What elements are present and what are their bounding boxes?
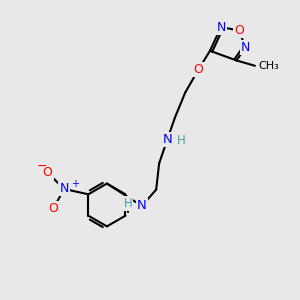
Text: +: +: [70, 178, 79, 189]
Text: CH₃: CH₃: [259, 61, 280, 71]
Text: N: N: [241, 41, 250, 54]
Text: O: O: [49, 202, 58, 215]
Text: H: H: [177, 134, 186, 147]
Text: N: N: [216, 21, 226, 34]
Text: N: N: [163, 133, 172, 146]
Text: O: O: [43, 166, 52, 179]
Text: O: O: [194, 63, 204, 76]
Text: −: −: [37, 160, 47, 172]
Text: H: H: [124, 197, 132, 210]
Text: N: N: [137, 200, 147, 212]
Text: N: N: [59, 182, 69, 195]
Text: O: O: [234, 24, 244, 37]
